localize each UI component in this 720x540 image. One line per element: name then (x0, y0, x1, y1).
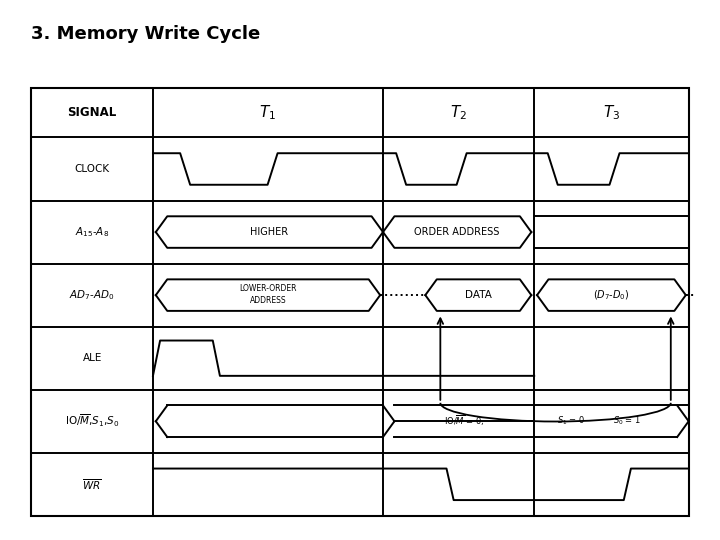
Text: ADDRESS: ADDRESS (250, 296, 287, 305)
Text: $A_{15}$-$A_8$: $A_{15}$-$A_8$ (75, 225, 109, 239)
Text: 3. Memory Write Cycle: 3. Memory Write Cycle (32, 25, 261, 43)
Text: CLOCK: CLOCK (75, 164, 109, 174)
Text: ORDER ADDRESS: ORDER ADDRESS (415, 227, 500, 237)
Text: IO/$\overline{M}$,$S_1$,$S_0$: IO/$\overline{M}$,$S_1$,$S_0$ (65, 413, 120, 429)
Text: $S_1$ = 0: $S_1$ = 0 (557, 415, 585, 428)
Text: ALE: ALE (83, 353, 102, 363)
Text: DATA: DATA (465, 290, 492, 300)
Text: HIGHER: HIGHER (251, 227, 289, 237)
Text: $(D_7$-$D_0)$: $(D_7$-$D_0)$ (593, 288, 630, 302)
Text: $\overline{WR}$: $\overline{WR}$ (82, 477, 102, 492)
Text: $T_3$: $T_3$ (603, 104, 620, 122)
Text: $S_0$ = 1: $S_0$ = 1 (613, 415, 641, 428)
Text: $T_2$: $T_2$ (450, 104, 467, 122)
Text: SIGNAL: SIGNAL (68, 106, 117, 119)
Text: $T_1$: $T_1$ (259, 104, 276, 122)
Bar (32, 88, 688, 516)
Text: $AD_7$-$AD_0$: $AD_7$-$AD_0$ (69, 288, 115, 302)
Text: IO/$\overline{M}$ = 0,: IO/$\overline{M}$ = 0, (444, 414, 485, 428)
Text: LOWER-ORDER: LOWER-ORDER (239, 284, 297, 293)
